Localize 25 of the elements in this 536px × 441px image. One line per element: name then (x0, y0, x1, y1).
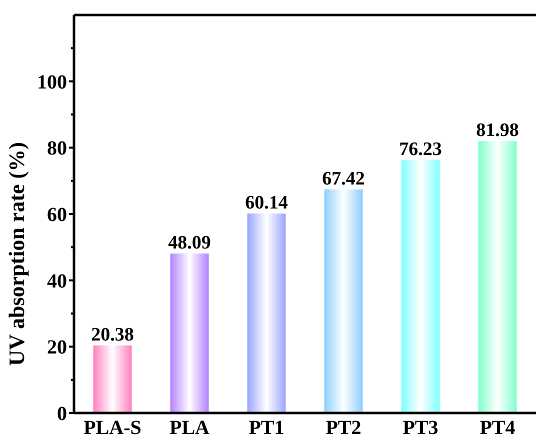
x-tick-label: PLA-S (84, 417, 142, 439)
y-tick-label: 80 (47, 138, 67, 160)
data-label: 81.98 (476, 120, 519, 142)
data-label: 60.14 (245, 192, 288, 214)
x-tick-label: PT1 (248, 417, 284, 439)
bar (247, 214, 286, 413)
y-tick-label: 40 (47, 270, 67, 292)
data-label: 67.42 (322, 168, 365, 190)
y-tick-label: 0 (57, 403, 67, 425)
bar (478, 141, 517, 413)
y-tick-label: 100 (37, 71, 67, 94)
bar (401, 160, 440, 413)
y-tick-label: 20 (47, 336, 67, 359)
bar (324, 189, 363, 413)
x-tick-label: PT2 (326, 417, 362, 439)
x-tick-label: PLA (170, 417, 210, 439)
x-tick-label: PT3 (402, 417, 438, 439)
y-axis-title: UV absorption rate (%) (4, 142, 29, 366)
data-label: 20.38 (91, 324, 134, 346)
data-label: 48.09 (168, 232, 211, 254)
x-tick-label: PT4 (480, 417, 516, 439)
data-label: 76.23 (399, 139, 442, 160)
y-tick-label: 60 (47, 204, 67, 226)
bar (93, 345, 132, 413)
bar (170, 254, 209, 413)
